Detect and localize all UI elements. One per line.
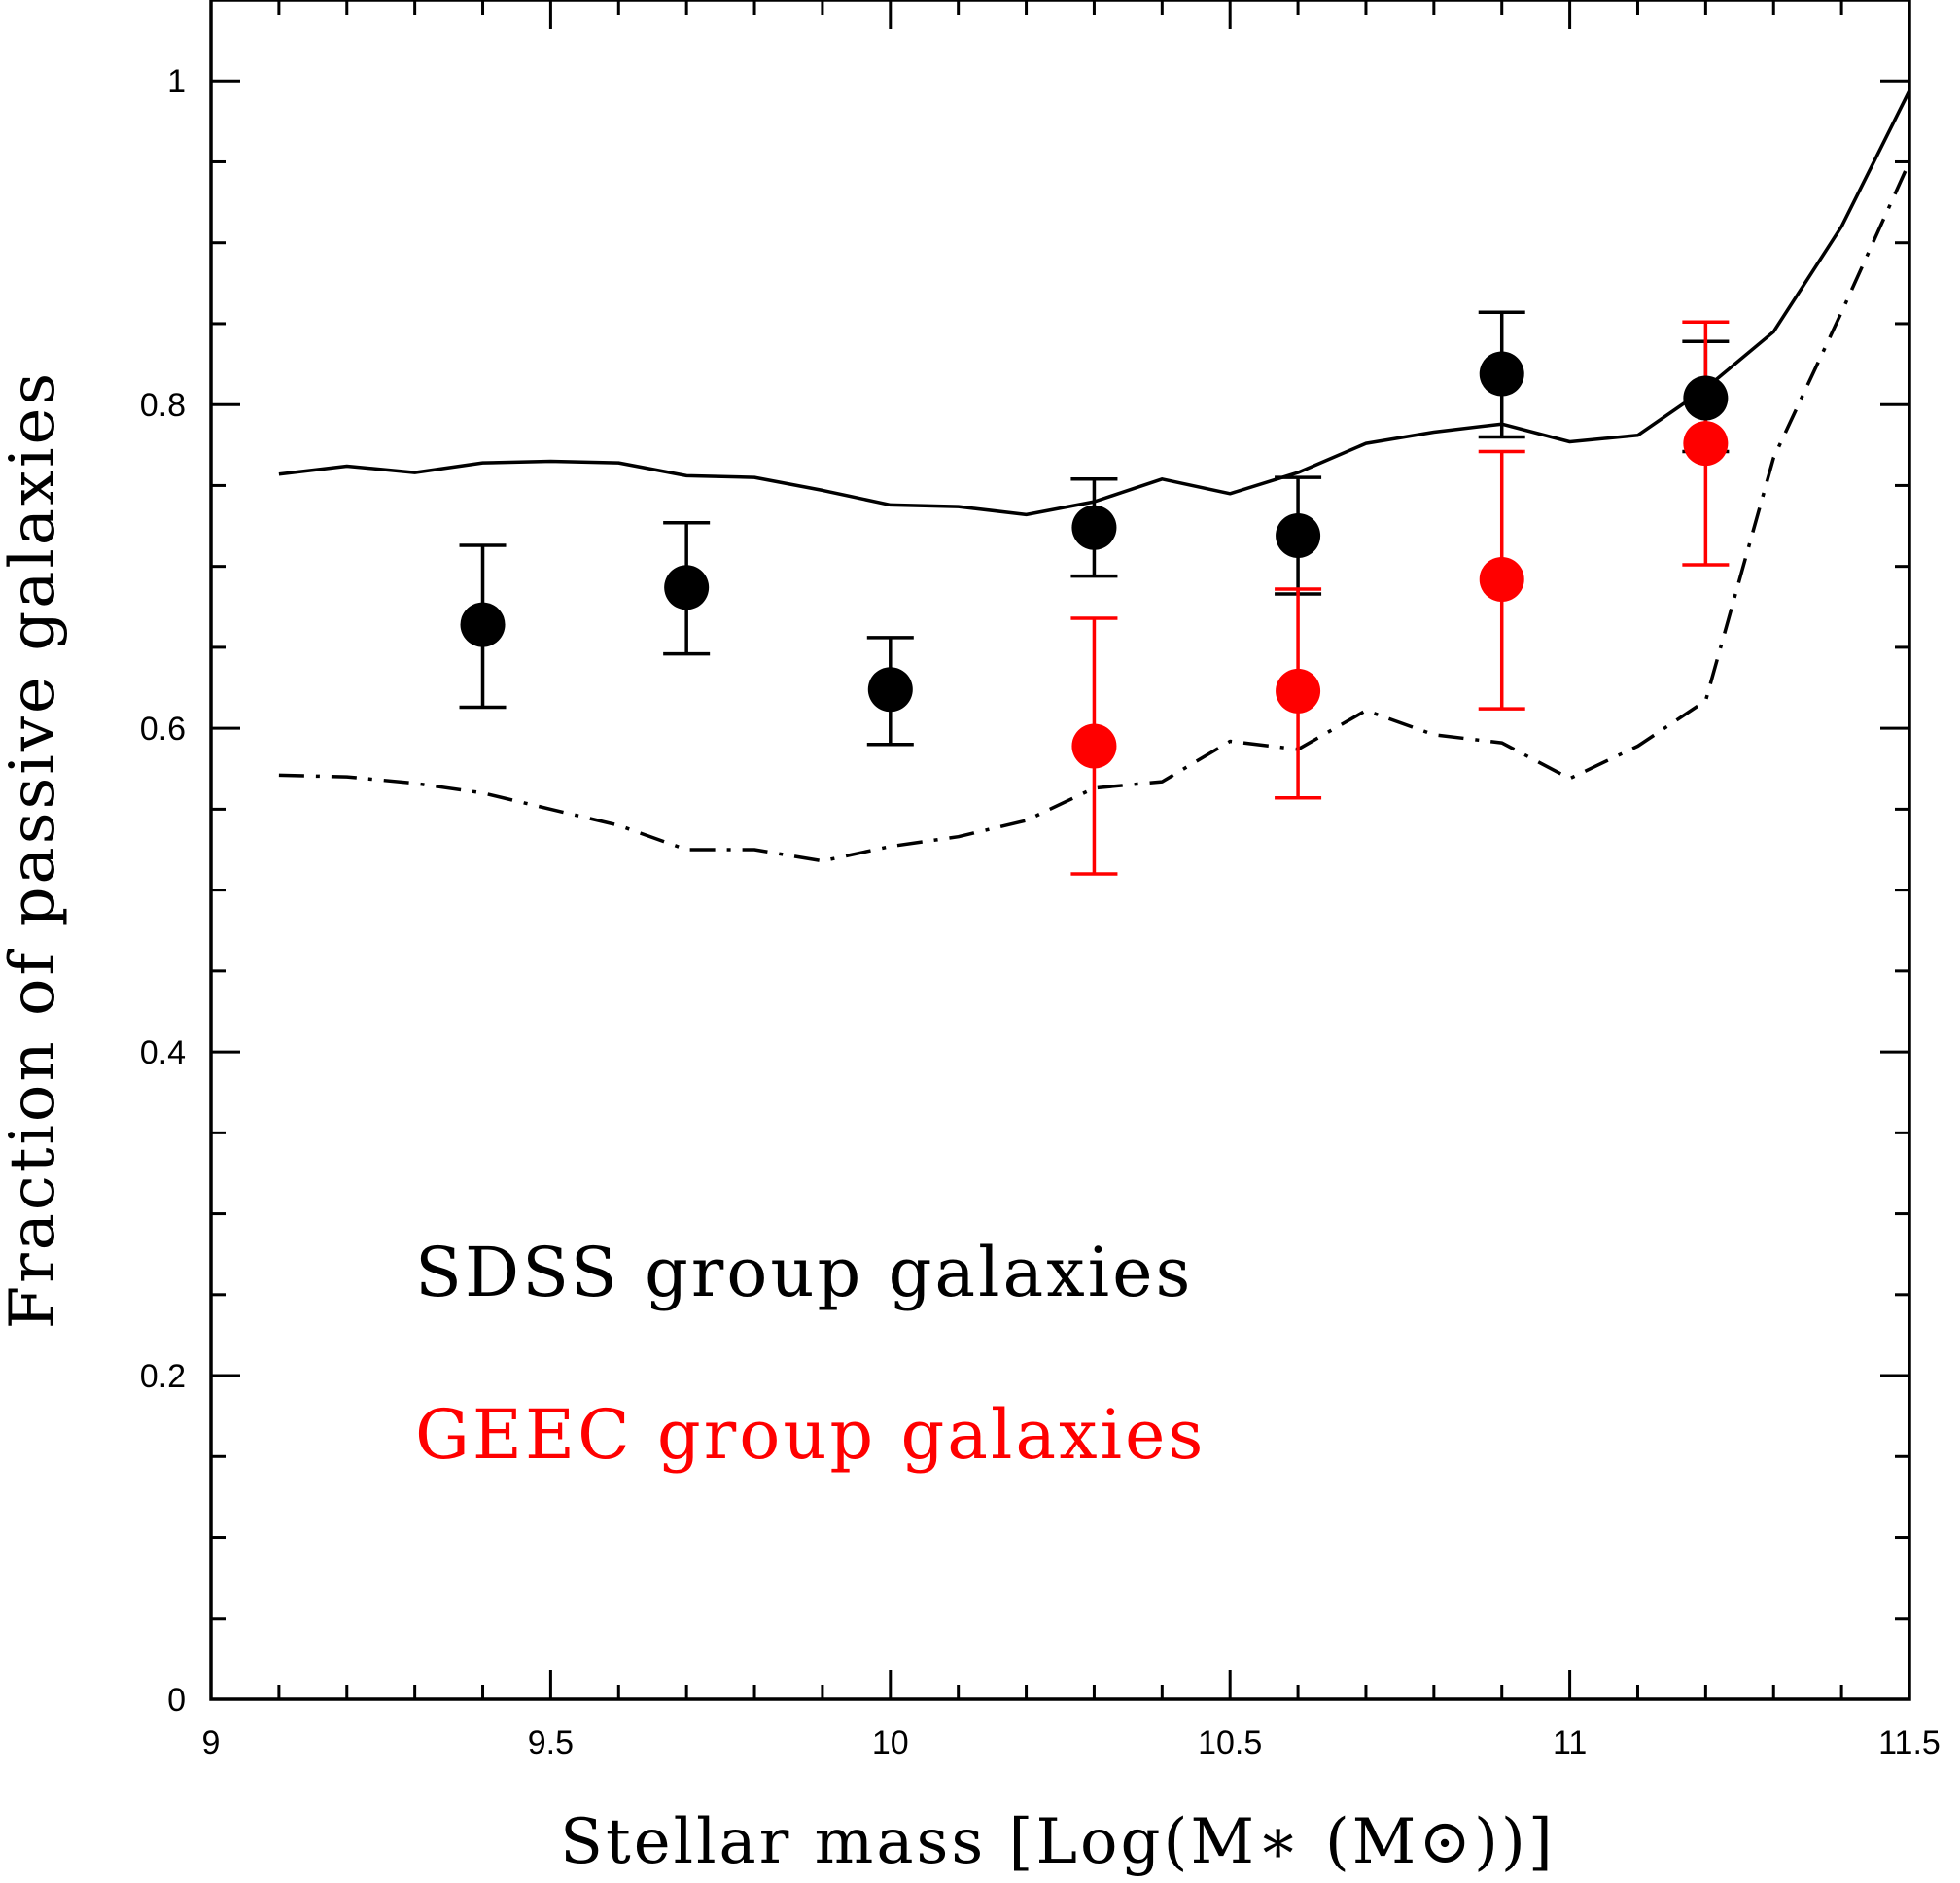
- sdss-point: [1683, 375, 1729, 421]
- geec-point: [1276, 668, 1321, 714]
- x-tick-label: 9: [202, 1725, 221, 1761]
- sdss-point: [1479, 351, 1524, 397]
- y-tick-label: 0.8: [140, 387, 186, 424]
- x-axis-title: Stellar mass [Log(M∗ (M⊙))]: [560, 1806, 1556, 1878]
- y-tick-label: 0.2: [140, 1358, 186, 1395]
- sdss-point: [867, 667, 913, 713]
- x-tick-label: 11: [1553, 1725, 1587, 1761]
- sdss-point: [1071, 505, 1117, 550]
- data-points: [460, 351, 1729, 769]
- legend-geec: GEEC group galaxies: [415, 1395, 1206, 1475]
- model-line-dash-dot: [278, 160, 1911, 863]
- y-tick-label: 0.4: [140, 1034, 186, 1071]
- x-tick-label: 10.5: [1198, 1725, 1262, 1761]
- x-tick-label: 11.5: [1878, 1725, 1941, 1761]
- x-tick-label: 10: [872, 1725, 909, 1761]
- y-tick-label: 1: [167, 63, 186, 100]
- model-line-solid: [278, 89, 1911, 517]
- tick-labels: 9 9.5 10 10.5 11 11.5 0 0.2 0.4 0.6 0.8 1: [140, 63, 1941, 1761]
- error-bars: [459, 310, 1730, 876]
- legend-sdss: SDSS group galaxies: [415, 1233, 1193, 1312]
- sdss-point: [664, 565, 710, 610]
- y-tick-label: 0.6: [140, 711, 186, 748]
- y-axis-title: Fraction of passive galaxies: [0, 370, 69, 1330]
- x-tick-label: 9.5: [528, 1725, 574, 1761]
- sdss-point: [1276, 513, 1321, 559]
- geec-point: [1071, 723, 1117, 769]
- y-tick-label: 0: [167, 1682, 186, 1719]
- geec-point: [1683, 421, 1729, 467]
- plot-frame: [209, 0, 1911, 1701]
- sdss-point: [460, 602, 506, 647]
- geec-point: [1479, 556, 1524, 602]
